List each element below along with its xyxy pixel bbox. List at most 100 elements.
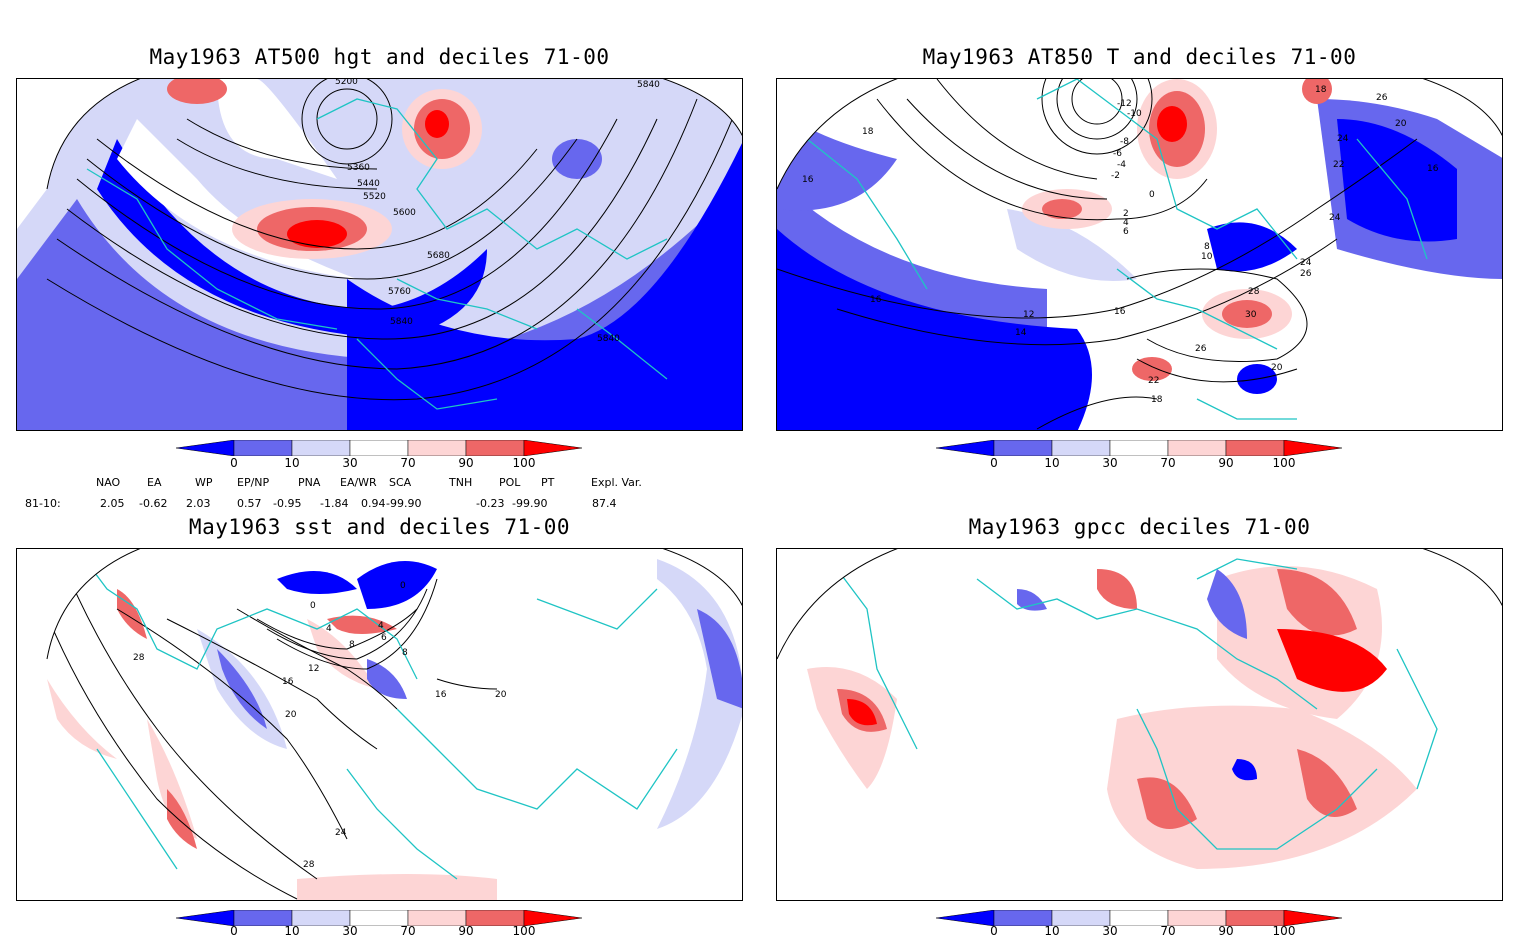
colorbar-tick: 90 <box>1218 456 1234 470</box>
panel-title-sst: May1963 sst and deciles 71-00 <box>188 515 571 539</box>
contour-label: 16 <box>282 677 294 687</box>
colorbar-tick: 30 <box>1102 456 1118 470</box>
colorbar-tick: 90 <box>458 924 474 938</box>
contour-label: 26 <box>1195 344 1207 354</box>
contour-label: 4 <box>378 621 384 631</box>
map-850t: -12 -10 -8 -6 -4 -2 0 2 4 6 8 10 12 14 1… <box>776 78 1503 431</box>
contour-label: 5520 <box>363 192 386 202</box>
index-value: 2.03 <box>186 497 211 510</box>
index-row-label: 81-10: <box>25 497 61 510</box>
colorbar-tick: 30 <box>1102 924 1118 938</box>
contour-label: 30 <box>1245 310 1257 320</box>
contour-label: 20 <box>495 690 507 700</box>
contour-label: 24 <box>1337 134 1349 144</box>
index-header: TNH <box>449 476 473 489</box>
index-header: EA <box>147 476 162 489</box>
contour-label: 8 <box>349 640 355 650</box>
contour-label: 22 <box>1148 376 1159 386</box>
index-header: PNA <box>298 476 321 489</box>
colorbar-gradient <box>935 439 1343 457</box>
contour-label: 24 <box>1300 258 1312 268</box>
contour-label: 0 <box>310 601 316 611</box>
contour-label: 0 <box>400 581 406 591</box>
index-value: 0.94 <box>361 497 386 510</box>
contour-label: 8 <box>1204 242 1210 252</box>
contour-label: 5760 <box>388 287 411 297</box>
colorbar-tick: 0 <box>230 924 238 938</box>
contour-label: 18 <box>1315 85 1327 95</box>
colorbar-tick: 70 <box>400 456 416 470</box>
contour-label: 16 <box>1427 164 1439 174</box>
colorbar-tick: 10 <box>284 924 300 938</box>
contour-label: 20 <box>285 710 297 720</box>
colorbar-tick: 100 <box>512 924 536 938</box>
index-value: -99.90 <box>512 497 548 510</box>
contour-label: 4 <box>1123 218 1129 228</box>
contour-labels-850t: -12 -10 -8 -6 -4 -2 0 2 4 6 8 10 12 14 1… <box>802 85 1439 405</box>
contour-labels-500hgt: 5200 5360 5440 5520 5600 5680 5760 5840 … <box>335 79 660 344</box>
index-value: 87.4 <box>592 497 617 510</box>
contour-label: 2 <box>1123 209 1129 219</box>
contour-label: 24 <box>335 828 347 838</box>
contour-label: 16 <box>435 690 447 700</box>
index-header: WP <box>195 476 213 489</box>
colorbar-gradient <box>175 439 583 457</box>
index-value: -0.23 <box>476 497 505 510</box>
contour-label: 28 <box>303 860 315 870</box>
contour-label: -2 <box>1111 171 1120 181</box>
colorbar-tick: 70 <box>1160 456 1176 470</box>
colorbar-tick: 0 <box>990 456 998 470</box>
colorbar-gradient <box>935 909 1343 927</box>
contour-label: 12 <box>308 664 319 674</box>
contour-label: 5440 <box>357 179 380 189</box>
index-header: EP/NP <box>237 476 270 489</box>
index-header: NAO <box>96 476 121 489</box>
contour-label: 6 <box>381 633 387 643</box>
colorbar-tick: 0 <box>230 456 238 470</box>
contour-label: 12 <box>1023 310 1034 320</box>
contour-label: 5840 <box>390 317 413 327</box>
contour-label: 14 <box>1015 328 1027 338</box>
colorbar-tick: 70 <box>400 924 416 938</box>
contour-label: 28 <box>133 653 145 663</box>
contour-label: 5360 <box>347 163 370 173</box>
colorbar-bottom-left: 0 10 30 70 90 100 <box>175 909 596 950</box>
contour-label: 20 <box>1271 363 1283 373</box>
contour-label: 5840 <box>637 80 660 90</box>
colorbar-tick: 30 <box>342 924 358 938</box>
colorbar-bottom-right: 0 10 30 70 90 100 <box>935 909 1356 950</box>
index-value: -0.95 <box>273 497 302 510</box>
contour-label: 16 <box>870 295 882 305</box>
contour-label: 22 <box>1333 160 1344 170</box>
colorbar-tick: 10 <box>1044 456 1060 470</box>
contour-label: 18 <box>862 127 874 137</box>
contour-label: -10 <box>1127 109 1142 119</box>
contour-label: 24 <box>1329 213 1341 223</box>
colorbar-tick: 90 <box>1218 924 1234 938</box>
contour-label: 5680 <box>427 251 450 261</box>
colorbar-tick: 0 <box>990 924 998 938</box>
colorbar-top-right: 0 10 30 70 90 100 <box>935 439 1356 480</box>
index-header: Expl. Var. <box>591 476 642 489</box>
index-value: -1.84 <box>320 497 349 510</box>
contour-label: 16 <box>1114 307 1126 317</box>
colorbar-tick: 100 <box>1272 924 1296 938</box>
index-value: 2.05 <box>100 497 125 510</box>
contour-label: 5200 <box>335 79 358 87</box>
colorbar-tick: 70 <box>1160 924 1176 938</box>
colorbar-tick: 100 <box>1272 456 1296 470</box>
index-value: 0.57 <box>237 497 262 510</box>
map-500hgt: 5200 5360 5440 5520 5600 5680 5760 5840 … <box>16 78 743 431</box>
index-header: PT <box>541 476 555 489</box>
contour-label: 6 <box>1123 227 1129 237</box>
map-sst: 0 0 4 4 6 8 8 12 16 16 20 20 24 28 28 <box>16 548 743 901</box>
contour-label: -6 <box>1113 149 1122 159</box>
map-gpcc <box>776 548 1503 901</box>
colorbar-tick: 10 <box>1044 924 1060 938</box>
contour-label: -12 <box>1117 99 1132 109</box>
contour-label: 20 <box>1395 119 1407 129</box>
contour-label: 28 <box>1248 287 1260 297</box>
contour-label: 10 <box>1201 252 1213 262</box>
colorbar-tick: 90 <box>458 456 474 470</box>
contour-label: 8 <box>402 648 408 658</box>
